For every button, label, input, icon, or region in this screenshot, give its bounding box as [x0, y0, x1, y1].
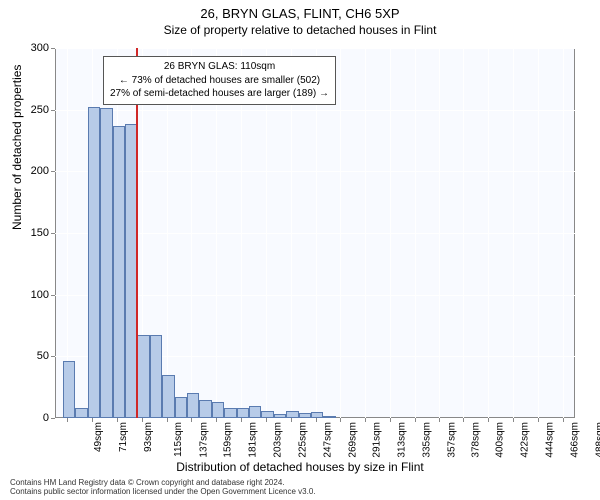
y-tick-label: 150 [31, 227, 49, 239]
x-tick-label: 203sqm [273, 422, 284, 458]
histogram-bar [212, 402, 224, 418]
histogram-bar [88, 107, 100, 418]
histogram-bar [299, 413, 311, 418]
x-tick-label: 313sqm [397, 422, 408, 458]
x-tick-label: 378sqm [470, 422, 481, 458]
histogram-bar [150, 335, 162, 418]
x-tick-label: 269sqm [347, 422, 358, 458]
title-main: 26, BRYN GLAS, FLINT, CH6 5XP [0, 0, 600, 21]
annotation-line-3: 27% of semi-detached houses are larger (… [110, 87, 329, 101]
x-tick-label: 357sqm [446, 422, 457, 458]
footer-credits: Contains HM Land Registry data © Crown c… [10, 478, 316, 497]
histogram-bar [63, 361, 75, 418]
histogram-bar [199, 400, 211, 419]
x-tick-label: 49sqm [93, 422, 104, 452]
footer-line-1: Contains HM Land Registry data © Crown c… [10, 478, 316, 488]
x-tick-label: 422sqm [520, 422, 531, 458]
histogram-bar [75, 408, 87, 418]
y-tick-label: 300 [31, 42, 49, 54]
histogram-bar [286, 411, 298, 418]
annotation-line-2: ← 73% of detached houses are smaller (50… [110, 74, 329, 88]
y-tick-label: 50 [37, 350, 49, 362]
x-tick-label: 71sqm [118, 422, 129, 452]
histogram-bar [249, 406, 261, 418]
histogram-bar [187, 393, 199, 418]
x-tick-label: 400sqm [495, 422, 506, 458]
histogram-bar [224, 408, 236, 418]
histogram-bar [137, 335, 149, 418]
y-tick-label: 100 [31, 289, 49, 301]
y-tick-label: 250 [31, 104, 49, 116]
annotation-line-1: 26 BRYN GLAS: 110sqm [110, 60, 329, 74]
histogram-bar [274, 414, 286, 418]
title-sub: Size of property relative to detached ho… [0, 21, 600, 37]
x-tick-label: 181sqm [248, 422, 259, 458]
x-tick-label: 93sqm [143, 422, 154, 452]
x-tick-label: 444sqm [545, 422, 556, 458]
x-tick-label: 488sqm [594, 422, 600, 458]
histogram-bar [175, 397, 187, 418]
histogram-bar [311, 412, 323, 418]
x-tick-label: 225sqm [298, 422, 309, 458]
x-tick-label: 137sqm [198, 422, 209, 458]
histogram-bar [113, 126, 125, 418]
chart-container: 26, BRYN GLAS, FLINT, CH6 5XP Size of pr… [0, 0, 600, 500]
chart-area: 26 BRYN GLAS: 110sqm ← 73% of detached h… [55, 48, 575, 418]
x-tick-label: 291sqm [372, 422, 383, 458]
x-tick-label: 466sqm [569, 422, 580, 458]
annotation-box: 26 BRYN GLAS: 110sqm ← 73% of detached h… [103, 56, 336, 105]
histogram-bar [237, 408, 249, 418]
footer-line-2: Contains public sector information licen… [10, 487, 316, 497]
x-tick-label: 115sqm [173, 422, 184, 457]
x-tick-label: 247sqm [322, 422, 333, 458]
histogram-bar [323, 416, 335, 418]
histogram-bar [162, 375, 174, 418]
x-axis-label: Distribution of detached houses by size … [0, 460, 600, 474]
y-tick-label: 200 [31, 165, 49, 177]
x-tick-label: 159sqm [223, 422, 234, 458]
y-tick-label: 0 [43, 412, 49, 424]
histogram-bar [100, 108, 112, 418]
y-axis-label: Number of detached properties [10, 65, 24, 230]
histogram-bar [261, 411, 273, 418]
x-tick-label: 335sqm [422, 422, 433, 458]
